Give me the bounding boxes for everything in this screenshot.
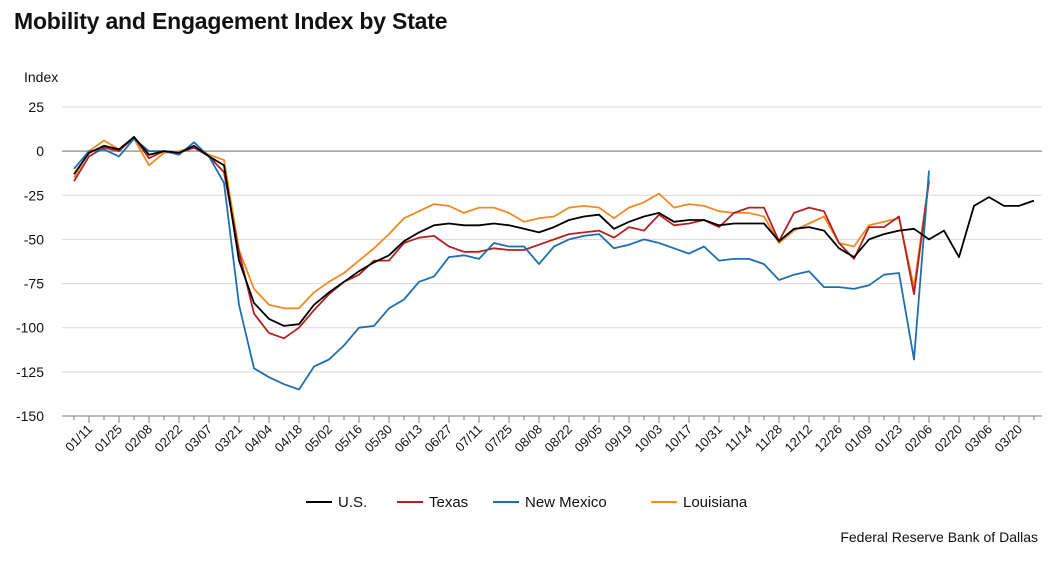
x-tick-label: 09/05 bbox=[572, 422, 606, 456]
x-tick-label: 01/23 bbox=[872, 422, 906, 456]
y-tick-labels: 25 0 -25 -50 -75 -100 -125 -150 bbox=[16, 99, 44, 424]
series-line-louisiana bbox=[73, 137, 930, 310]
x-tick-label: 01/25 bbox=[92, 422, 126, 456]
legend-label: U.S. bbox=[338, 494, 367, 511]
y-tick-label: -75 bbox=[24, 276, 44, 292]
series-line-u-s bbox=[73, 136, 1035, 327]
legend: U.S. Texas New Mexico Louisiana bbox=[306, 494, 748, 511]
y-tick-label: -125 bbox=[16, 364, 44, 380]
x-tick-label: 03/07 bbox=[182, 422, 216, 456]
x-tick-label: 02/22 bbox=[152, 422, 186, 456]
x-tick-label: 10/03 bbox=[632, 422, 666, 456]
x-tick-label: 10/17 bbox=[662, 422, 696, 456]
x-tick-label: 04/04 bbox=[242, 422, 276, 456]
legend-label: Louisiana bbox=[683, 494, 748, 511]
y-tick-label: -100 bbox=[16, 320, 44, 336]
x-tick-label: 04/18 bbox=[272, 422, 306, 456]
x-tick-label: 01/11 bbox=[62, 422, 95, 455]
x-tick-label: 07/25 bbox=[482, 422, 516, 456]
x-tick-label: 03/21 bbox=[212, 422, 246, 456]
x-axis: 01/1101/2502/0802/2203/0703/2104/0404/18… bbox=[62, 415, 1042, 456]
x-tick-label: 03/06 bbox=[962, 422, 996, 456]
chart-title: Mobility and Engagement Index by State bbox=[14, 8, 448, 34]
series-line-texas bbox=[73, 136, 930, 340]
x-tick-label: 03/20 bbox=[992, 422, 1026, 456]
x-tick-label: 02/06 bbox=[902, 422, 936, 456]
legend-label: New Mexico bbox=[525, 494, 607, 511]
x-tick-label: 06/13 bbox=[392, 422, 426, 456]
y-tick-label: -25 bbox=[24, 187, 44, 203]
x-tick-label: 06/27 bbox=[422, 422, 456, 456]
y-tick-label: -150 bbox=[16, 408, 44, 424]
y-tick-label: 25 bbox=[28, 99, 44, 115]
x-tick-label: 08/08 bbox=[512, 422, 546, 456]
y-tick-label: -50 bbox=[24, 231, 44, 247]
x-tick-label: 05/02 bbox=[302, 422, 336, 456]
x-tick-label: 11/14 bbox=[722, 422, 755, 455]
x-tick-label: 02/20 bbox=[932, 422, 966, 456]
series-line-new-mexico bbox=[73, 137, 930, 391]
x-tick-label: 02/08 bbox=[122, 422, 156, 456]
y-tick-label: 0 bbox=[36, 143, 44, 159]
x-tick-label: 11/28 bbox=[752, 422, 785, 455]
x-tick-label: 07/11 bbox=[452, 422, 485, 455]
x-tick-label: 05/30 bbox=[362, 422, 396, 456]
series-lines bbox=[73, 136, 1035, 391]
legend-label: Texas bbox=[429, 494, 468, 511]
x-tick-label: 09/19 bbox=[602, 422, 636, 456]
x-tick-label: 05/16 bbox=[332, 422, 366, 456]
x-tick-label: 08/22 bbox=[542, 422, 576, 456]
x-tick-label: 01/09 bbox=[842, 422, 876, 456]
gridlines bbox=[62, 106, 1042, 417]
source-note: Federal Reserve Bank of Dallas bbox=[840, 529, 1038, 545]
x-tick-label: 12/26 bbox=[812, 422, 846, 456]
x-tick-label: 12/12 bbox=[782, 422, 816, 456]
y-axis-label: Index bbox=[24, 69, 58, 85]
x-tick-label: 10/31 bbox=[692, 422, 726, 456]
